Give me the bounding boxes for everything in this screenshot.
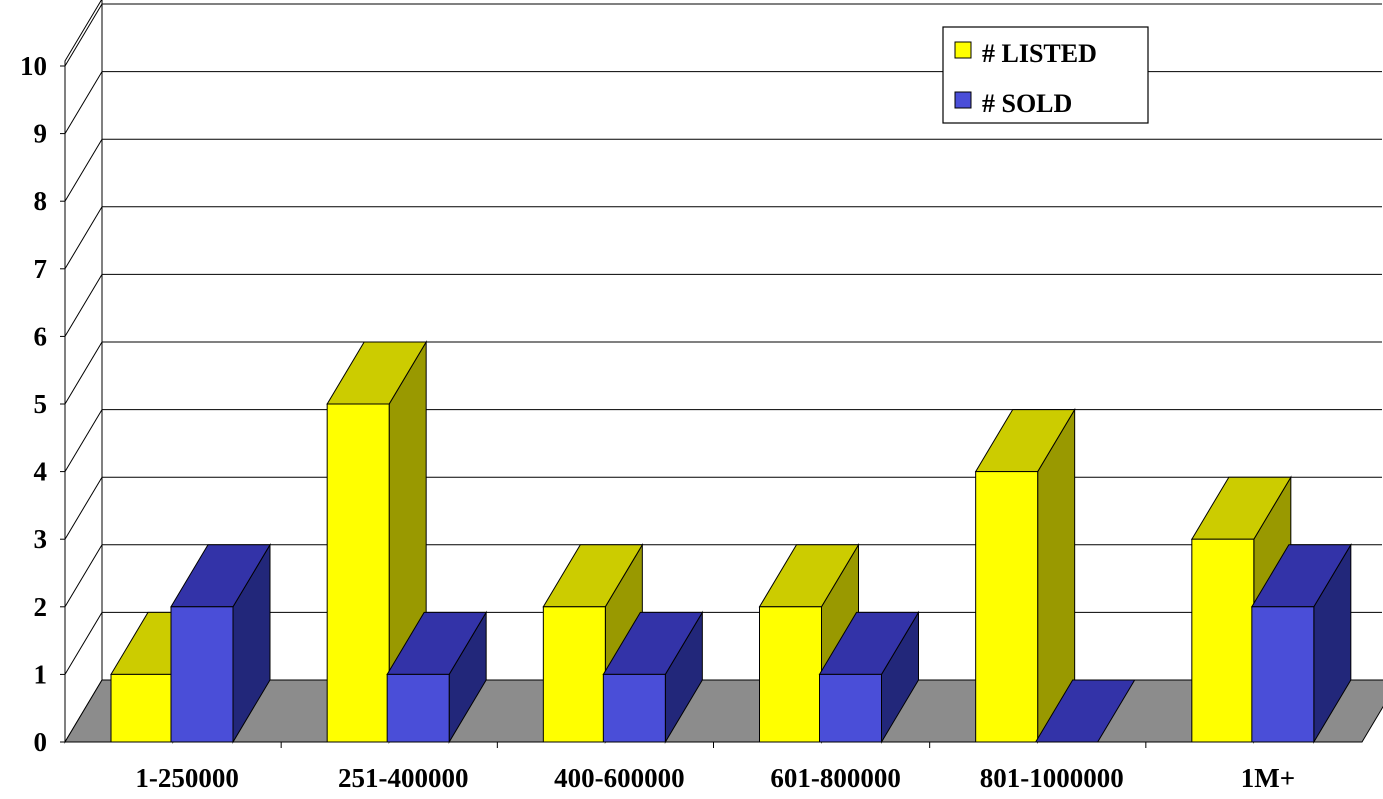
bar-front: [170, 606, 234, 743]
gridlines: [64, 3, 1382, 675]
bar-sold: [1250, 542, 1352, 744]
legend: # LISTED # SOLD: [942, 26, 1149, 124]
bar-sold: [1034, 679, 1136, 743]
x-tick-label: 1M+: [1241, 763, 1295, 793]
y-tick-label: 3: [34, 524, 48, 554]
x-tick-label: 400-600000: [554, 763, 685, 793]
gridline-side: [64, 612, 103, 675]
y-tick-label: 4: [34, 457, 48, 487]
x-tick-label: 251-400000: [338, 763, 469, 793]
bar-sold: [602, 610, 704, 744]
bar-listed: [326, 340, 428, 744]
bar-sold: [386, 610, 488, 744]
gridline-side: [64, 3, 103, 67]
bar-front: [326, 403, 390, 743]
legend-label-listed: # LISTED: [982, 39, 1097, 68]
x-axis-tick-labels: 1-250000 251-400000 400-600000 601-800000 80…: [135, 742, 1295, 793]
y-tick-label: 5: [34, 389, 48, 419]
legend-box: [942, 26, 1149, 124]
y-tick-label: 0: [34, 727, 48, 757]
bar-front: [1191, 538, 1255, 743]
bar-front: [759, 606, 822, 743]
y-tick-label: 7: [34, 254, 48, 284]
gridline-side: [64, 476, 103, 540]
y-tick-label: 10: [20, 51, 47, 81]
gridline-side: [64, 409, 103, 472]
gridline-side: [64, 206, 103, 270]
y-tick-label: 2: [34, 592, 48, 622]
bar-front: [542, 606, 606, 743]
x-tick-label: 601-800000: [770, 763, 901, 793]
gridline-side: [64, 341, 103, 405]
x-tick-label: 1-250000: [135, 763, 239, 793]
legend-swatch-sold: [954, 91, 972, 109]
y-axis-tick-labels: 0 1 2 3 4 5 6 7 8 9 10: [20, 51, 65, 757]
y-tick-label: 9: [34, 119, 48, 149]
legend-label-sold: # SOLD: [982, 89, 1072, 118]
bar-front: [110, 673, 174, 743]
bar-top: [1034, 679, 1136, 743]
gridline-side: [64, 138, 103, 202]
chart-walls: [64, 0, 103, 744]
y-tick-label: 1: [34, 659, 48, 689]
bar-front: [819, 673, 882, 743]
gridline-side: [64, 71, 103, 134]
legend-swatch-listed: [954, 41, 972, 59]
bars: [110, 340, 1352, 744]
y-tick-label: 8: [34, 186, 48, 216]
bar-front: [1251, 606, 1315, 743]
y-tick-label: 6: [34, 321, 48, 351]
bar-front: [975, 471, 1039, 743]
bar-sold: [818, 610, 920, 744]
bar-front: [602, 673, 666, 743]
gridline-side: [64, 544, 103, 608]
bar-front: [386, 673, 450, 743]
x-tick-label: 801-1000000: [980, 763, 1124, 793]
gridline-side: [64, 274, 103, 337]
bar-sold: [170, 542, 271, 744]
side-wall: [64, 0, 103, 744]
bar-listed: [974, 407, 1076, 744]
